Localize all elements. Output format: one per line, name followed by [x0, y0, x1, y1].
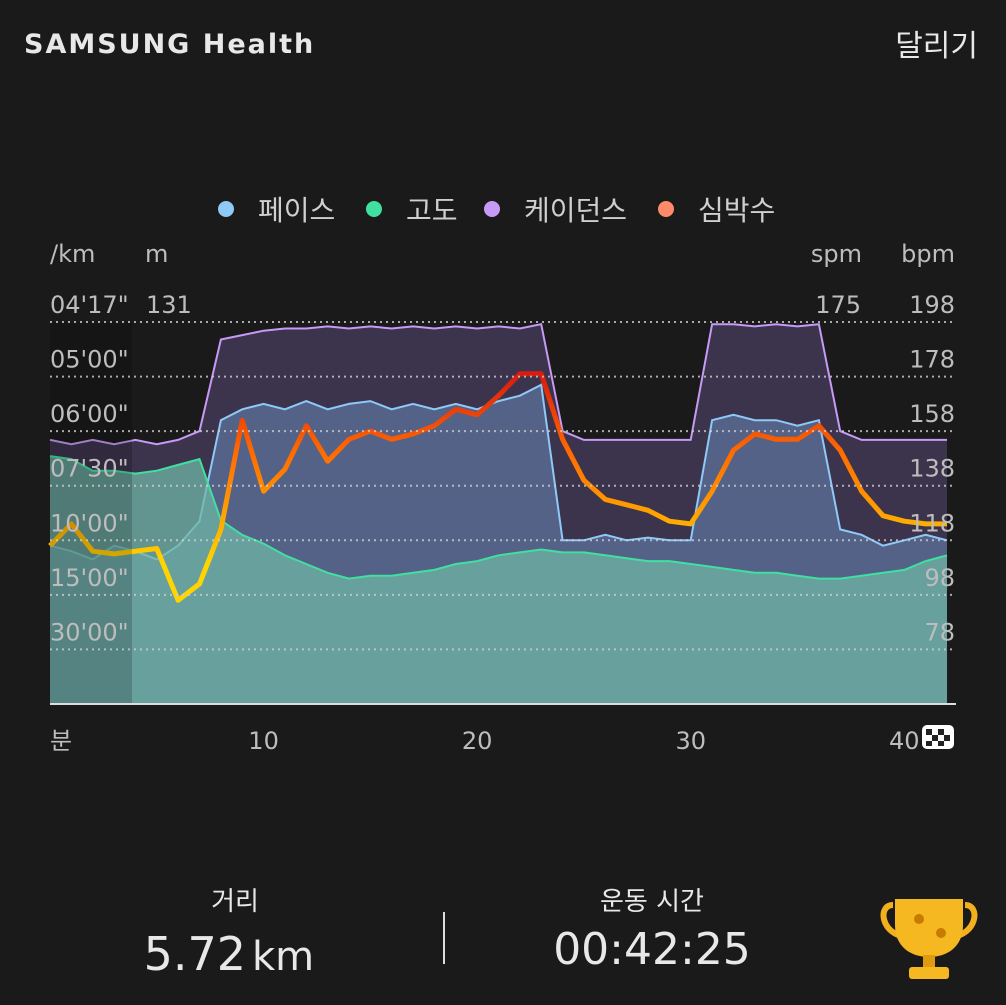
duration-value: 00:42:25 — [553, 924, 751, 975]
duration-label: 운동 시간 — [600, 887, 704, 917]
legend-label: 케이던스 — [524, 194, 627, 227]
legend-dot — [658, 201, 674, 217]
axis-unit: /km — [50, 240, 95, 268]
y2-tick-label: 178 — [909, 346, 955, 374]
legend-label: 심박수 — [698, 194, 775, 227]
y2-tick-label: 78 — [924, 618, 955, 646]
legend-dot — [366, 201, 382, 217]
y-tick-label: 10'00" — [50, 509, 129, 537]
x-axis-label: 분 — [50, 727, 72, 755]
y-tick-label: 07'30" — [50, 455, 129, 483]
y2-tick-label: 118 — [909, 509, 955, 537]
y2-tick-label: 138 — [909, 455, 955, 483]
y2-tick-label: 158 — [909, 400, 955, 428]
brand: SAMSUNG Health — [24, 29, 315, 60]
distance-label: 거리 — [211, 887, 259, 917]
distance-unit: km — [252, 934, 314, 980]
plot — [48, 323, 948, 704]
legend-dot — [218, 201, 234, 217]
legend-label: 페이스 — [258, 194, 335, 227]
y-tick-label: 30'00" — [50, 618, 129, 646]
y2-tick-label: 198 — [909, 291, 955, 319]
trophy — [880, 899, 978, 979]
x-tick-label: 10 — [248, 727, 279, 755]
finish-flag — [922, 725, 954, 749]
series-line — [49, 455, 948, 580]
distance-value: 5.72 — [144, 927, 246, 981]
axis-unit: m — [145, 240, 168, 268]
spm-tick-label: 175 — [815, 291, 861, 319]
y-tick-label: 04'17" — [50, 291, 129, 319]
heart-rate-line — [48, 371, 947, 603]
x-tick-label: 40 — [889, 727, 920, 755]
y-tick-label: 06'00" — [50, 400, 129, 428]
activity-title: 달리기 — [895, 29, 978, 64]
series-line — [49, 323, 947, 446]
axis-unit: bpm — [901, 240, 955, 268]
y-tick-label: 05'00" — [50, 346, 129, 374]
pause-shade — [50, 322, 132, 704]
x-tick-label: 30 — [675, 727, 706, 755]
legend-label: 고도 — [406, 194, 458, 227]
area-fill — [50, 456, 948, 704]
axis-unit: spm — [811, 240, 862, 268]
legend-dot — [484, 201, 500, 217]
x-tick-label: 20 — [462, 727, 493, 755]
m-tick-label: 131 — [146, 291, 192, 319]
y2-tick-label: 98 — [924, 564, 955, 592]
y-tick-label: 15'00" — [50, 564, 129, 592]
